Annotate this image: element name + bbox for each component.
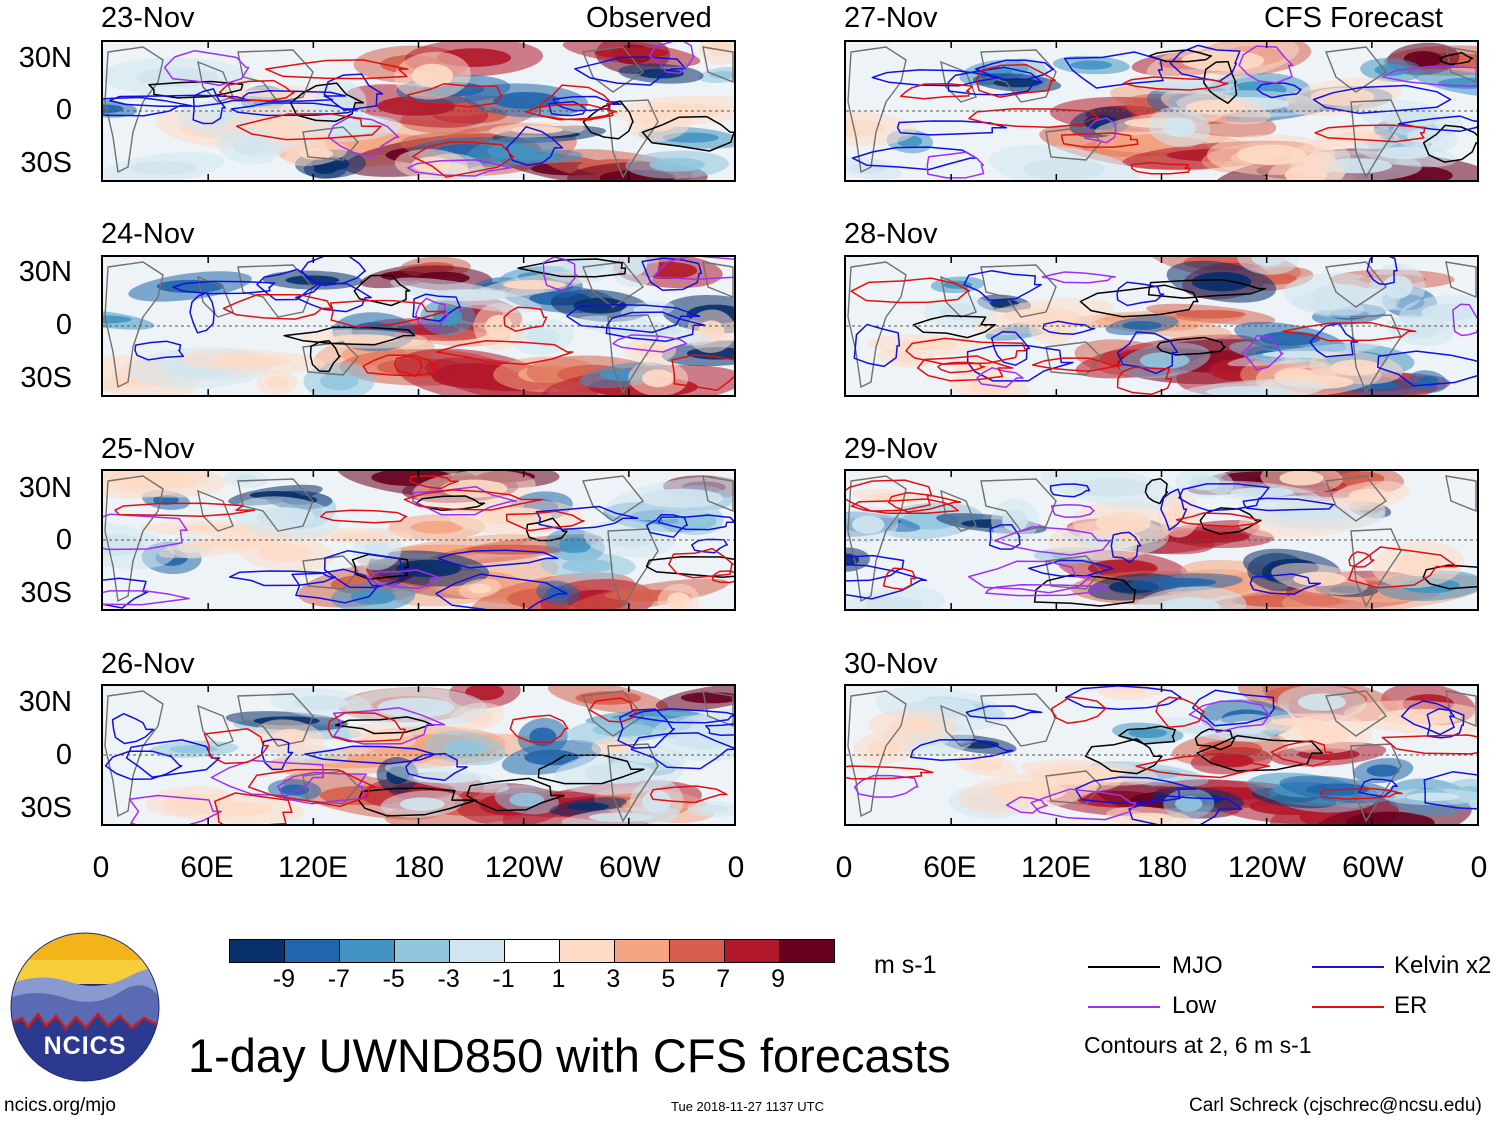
map-panel-30-nov [844, 684, 1479, 826]
legend-label-low: Low [1172, 992, 1217, 1019]
legend-line-er [1312, 1006, 1384, 1008]
panel-date-23-nov: 23-Nov [101, 2, 195, 34]
map-panel-29-nov [844, 469, 1479, 611]
panel-date-25-nov: 25-Nov [101, 433, 195, 465]
legend-label-er: ER [1394, 992, 1428, 1019]
cfs-forecast-header: CFS Forecast [1264, 2, 1443, 34]
ytick-0: 0 [55, 739, 72, 771]
colorbar-swatch [725, 940, 780, 962]
xtick-120w: 120W [1227, 851, 1307, 884]
map-panel-28-nov [844, 255, 1479, 397]
contour-levels-note: Contours at 2, 6 m s-1 [1084, 1032, 1312, 1058]
map-panel-23-nov [101, 40, 736, 182]
ytick-30s: 30S [20, 147, 72, 179]
ytick-0: 0 [55, 524, 72, 556]
xtick-60e: 60E [180, 851, 234, 884]
xtick-60e: 60E [923, 851, 977, 884]
site-link[interactable]: ncics.org/mjo [4, 1095, 116, 1116]
colorbar-label: 7 [716, 965, 731, 993]
legend-line-mjo [1088, 966, 1160, 968]
legend-line-kelvin [1312, 966, 1384, 968]
colorbar-label: 3 [606, 965, 621, 993]
xtick-180: 180 [1136, 851, 1188, 884]
colorbar-label: 9 [771, 965, 786, 993]
panel-date-26-nov: 26-Nov [101, 648, 195, 680]
ytick-30s: 30S [20, 792, 72, 824]
colorbar-swatch [780, 940, 834, 962]
ytick-30n: 30N [18, 686, 72, 718]
map-panel-26-nov [101, 684, 736, 826]
ytick-0: 0 [55, 309, 72, 341]
map-panel-25-nov [101, 469, 736, 611]
colorbar-label: -7 [327, 965, 350, 993]
legend-line-low [1088, 1006, 1160, 1008]
colorbar-swatch [285, 940, 340, 962]
panel-date-28-nov: 28-Nov [844, 218, 938, 250]
panel-date-29-nov: 29-Nov [844, 433, 938, 465]
colorbar-label: 5 [661, 965, 676, 993]
ytick-30s: 30S [20, 577, 72, 609]
figure-title: 1-day UWND850 with CFS forecasts [188, 1029, 951, 1082]
xtick-120e: 120E [1020, 851, 1092, 884]
map-panel-24-nov [101, 255, 736, 397]
panel-date-24-nov: 24-Nov [101, 218, 195, 250]
panel-date-30-nov: 30-Nov [844, 648, 938, 680]
ytick-0: 0 [55, 94, 72, 126]
ytick-30n: 30N [18, 42, 72, 74]
xtick-120e: 120E [277, 851, 349, 884]
colorbar-swatch [670, 940, 725, 962]
colorbar-units: m s-1 [874, 951, 937, 979]
xtick-0-end: 0 [727, 851, 745, 884]
colorbar [229, 939, 835, 963]
colorbar-label: -5 [382, 965, 405, 993]
author-credit: Carl Schreck (cjschrec@ncsu.edu) [1189, 1095, 1482, 1116]
ncics-logo: NCICS [10, 932, 160, 1082]
ytick-30s: 30S [20, 362, 72, 394]
ncics-logo-graphic [10, 932, 160, 1082]
colorbar-swatch [340, 940, 395, 962]
colorbar-swatch [230, 940, 285, 962]
xtick-0: 0 [835, 851, 853, 884]
map-panel-27-nov [844, 40, 1479, 182]
colorbar-swatch [560, 940, 615, 962]
legend-label-kelvin: Kelvin x2 [1394, 952, 1492, 979]
ytick-30n: 30N [18, 472, 72, 504]
xtick-0: 0 [92, 851, 110, 884]
xtick-60w: 60W [599, 851, 661, 884]
colorbar-label: 1 [551, 965, 566, 993]
legend-label-mjo: MJO [1172, 952, 1223, 979]
colorbar-label: -1 [492, 965, 515, 993]
colorbar-label: -3 [437, 965, 460, 993]
xtick-180: 180 [393, 851, 445, 884]
ytick-30n: 30N [18, 256, 72, 288]
colorbar-swatch [615, 940, 670, 962]
panel-date-27-nov: 27-Nov [844, 2, 938, 34]
xtick-60w: 60W [1342, 851, 1404, 884]
colorbar-swatch [505, 940, 560, 962]
observed-header: Observed [586, 2, 712, 34]
colorbar-label: -9 [272, 965, 296, 993]
ncics-logo-text: NCICS [43, 1032, 127, 1060]
xtick-0-end: 0 [1470, 851, 1488, 884]
colorbar-swatch [450, 940, 505, 962]
colorbar-swatch [395, 940, 450, 962]
xtick-120w: 120W [484, 851, 564, 884]
timestamp: Tue 2018-11-27 1137 UTC [671, 1099, 824, 1114]
